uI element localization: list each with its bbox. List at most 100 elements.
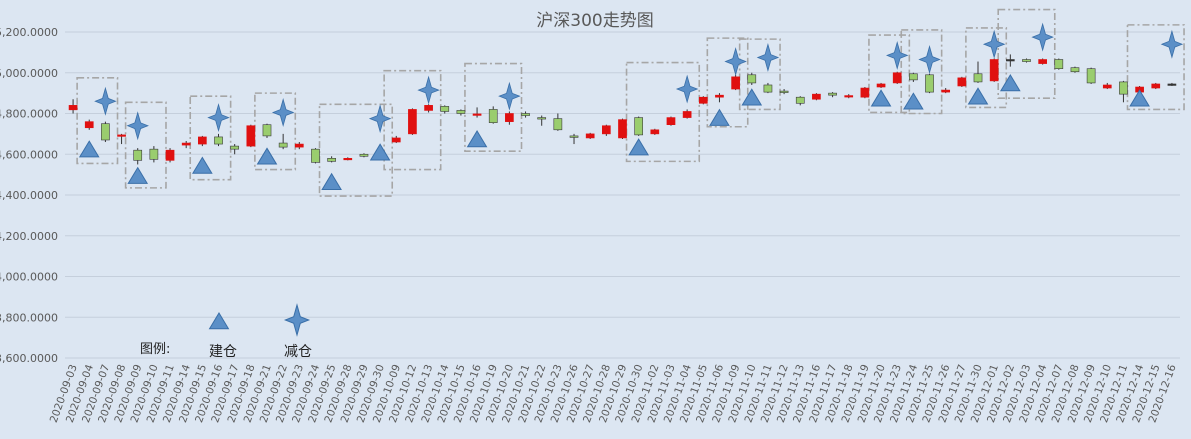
candle <box>214 133 223 147</box>
candle-body <box>876 83 886 88</box>
candle-body <box>1070 67 1080 73</box>
candle <box>989 58 999 82</box>
candle <box>1070 66 1080 73</box>
candle-body <box>860 87 870 98</box>
candle-body <box>569 135 579 138</box>
signal-box <box>76 77 119 165</box>
candle-body <box>246 125 256 147</box>
candle <box>763 82 773 94</box>
y-tick-label: 4,600.0000 <box>0 148 58 161</box>
signal-boxes <box>76 8 1185 197</box>
candle-body <box>1167 83 1177 86</box>
candle <box>553 113 563 131</box>
buy-triangle-marker <box>741 88 763 106</box>
candle <box>84 119 94 130</box>
signal-box <box>738 38 781 111</box>
markers <box>78 22 1184 191</box>
candle-body <box>602 125 611 135</box>
buy-triangle-marker <box>256 147 278 165</box>
candle <box>585 132 595 139</box>
candle <box>230 144 240 155</box>
buy-triangle-marker <box>870 89 892 107</box>
candle-body <box>828 92 837 96</box>
candle-body <box>634 117 643 136</box>
sell-star-marker <box>1160 29 1184 59</box>
candle <box>133 148 143 165</box>
candle-body <box>343 158 353 161</box>
candle <box>747 72 757 85</box>
candle-body <box>311 148 320 163</box>
y-tick-label: 5,200.0000 <box>0 26 58 39</box>
candle-body <box>1054 59 1064 69</box>
sell-star-marker <box>417 75 440 105</box>
candle <box>521 111 530 118</box>
buy-triangle-marker <box>967 87 989 105</box>
candle-body <box>294 143 304 148</box>
y-tick-label: 3,800.0000 <box>0 311 58 324</box>
candle-body <box>1086 68 1096 84</box>
candle <box>1102 82 1112 90</box>
candle <box>569 133 579 145</box>
candle <box>957 76 967 88</box>
candle-body <box>149 148 159 160</box>
candle-body <box>472 113 482 116</box>
candle <box>1086 67 1096 84</box>
candle-body <box>795 96 805 104</box>
signal-box <box>625 61 701 163</box>
candle <box>909 72 918 82</box>
candle-body <box>812 93 821 100</box>
signal-box <box>1126 24 1185 111</box>
candle-body <box>1038 59 1047 64</box>
candle <box>682 109 692 119</box>
candle-body <box>230 145 240 150</box>
signal-box <box>124 101 167 189</box>
sell-star-marker <box>1031 22 1054 52</box>
candle <box>779 89 789 95</box>
candle <box>795 96 805 106</box>
candle-body <box>262 124 272 137</box>
sell-star-marker <box>675 74 699 104</box>
candle <box>440 105 450 114</box>
candle <box>391 135 401 144</box>
candle <box>812 93 821 101</box>
buy-triangle-marker <box>466 130 488 148</box>
sell-star-marker <box>94 86 117 116</box>
candle <box>1119 80 1128 103</box>
candle-body <box>214 136 223 145</box>
chart-title: 沪深300走势图 <box>536 11 653 31</box>
candle-body <box>440 106 450 112</box>
candle-body <box>747 74 757 84</box>
candle-body <box>1102 84 1112 89</box>
candle-body <box>165 149 175 161</box>
candle-body <box>1151 83 1161 89</box>
sell-star-marker <box>756 42 780 72</box>
candle <box>359 153 369 158</box>
candle <box>892 71 902 84</box>
candle-body <box>957 77 967 87</box>
signal-box <box>189 95 232 181</box>
sell-star-marker <box>126 111 149 141</box>
sell-star-marker <box>885 40 909 70</box>
candle <box>149 146 159 163</box>
buy-triangle-marker <box>127 166 149 184</box>
candle <box>634 116 643 136</box>
candle <box>941 88 951 94</box>
candle <box>1038 58 1047 65</box>
candle <box>488 106 498 124</box>
candle <box>408 108 417 135</box>
buy-triangle-marker <box>78 140 100 158</box>
candle <box>860 87 870 99</box>
signal-box <box>997 8 1056 100</box>
candle <box>246 124 256 148</box>
candle <box>844 94 854 99</box>
y-tick-label: 4,400.0000 <box>0 189 58 202</box>
candles <box>68 54 1177 165</box>
candle <box>1167 82 1177 86</box>
candle-body <box>488 109 498 123</box>
candle-body <box>698 96 708 104</box>
candle <box>731 74 740 91</box>
candle <box>828 92 837 98</box>
candle-body <box>68 105 78 111</box>
